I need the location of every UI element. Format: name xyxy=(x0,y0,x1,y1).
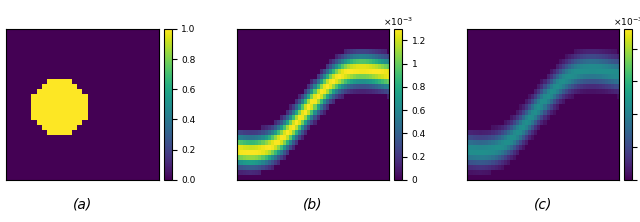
Text: (b): (b) xyxy=(303,198,323,212)
Title: $\times 10^{-3}$: $\times 10^{-3}$ xyxy=(383,16,413,28)
Title: $\times 10^{-3}$: $\times 10^{-3}$ xyxy=(613,16,640,28)
Text: (c): (c) xyxy=(534,198,552,212)
Text: (a): (a) xyxy=(73,198,92,212)
